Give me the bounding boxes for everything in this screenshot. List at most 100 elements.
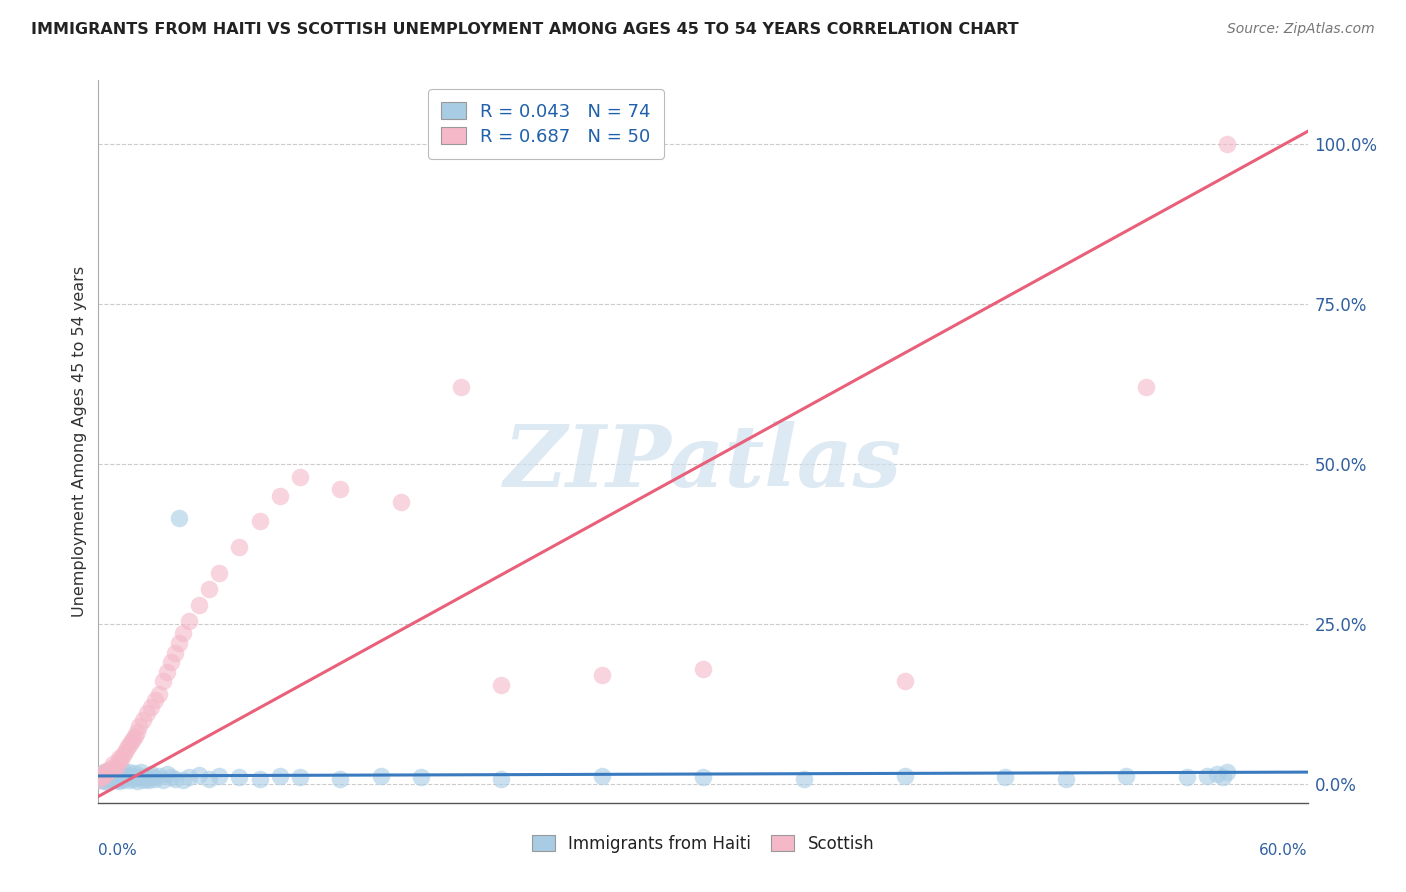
Point — [228, 540, 250, 554]
Point — [249, 515, 271, 529]
Point — [124, 729, 146, 743]
Point — [114, 745, 136, 759]
Point — [103, 770, 125, 784]
Point — [101, 757, 124, 772]
Point — [1175, 770, 1198, 784]
Point — [491, 677, 513, 691]
Point — [288, 469, 311, 483]
Point — [120, 769, 142, 783]
Text: 60.0%: 60.0% — [1260, 843, 1308, 857]
Point — [105, 772, 128, 787]
Point — [93, 769, 115, 783]
Point — [107, 774, 129, 789]
Y-axis label: Unemployment Among Ages 45 to 54 years: Unemployment Among Ages 45 to 54 years — [72, 266, 87, 617]
Point — [172, 772, 194, 787]
Point — [97, 769, 120, 783]
Point — [111, 764, 134, 778]
Point — [1216, 137, 1239, 152]
Point — [208, 566, 231, 580]
Point — [1212, 770, 1234, 784]
Point — [135, 706, 157, 721]
Point — [591, 668, 613, 682]
Point — [111, 747, 134, 762]
Point — [167, 636, 190, 650]
Point — [994, 770, 1017, 784]
Point — [100, 772, 122, 786]
Point — [188, 598, 211, 612]
Point — [125, 725, 148, 739]
Point — [591, 769, 613, 783]
Point — [107, 754, 129, 768]
Point — [269, 769, 291, 783]
Text: IMMIGRANTS FROM HAITI VS SCOTTISH UNEMPLOYMENT AMONG AGES 45 TO 54 YEARS CORRELA: IMMIGRANTS FROM HAITI VS SCOTTISH UNEMPL… — [31, 22, 1018, 37]
Point — [121, 772, 143, 786]
Point — [105, 758, 128, 772]
Point — [89, 770, 111, 784]
Point — [100, 761, 122, 775]
Point — [96, 770, 118, 784]
Point — [132, 772, 155, 787]
Point — [450, 380, 472, 394]
Point — [198, 772, 221, 786]
Point — [107, 751, 129, 765]
Point — [97, 765, 120, 780]
Point — [793, 772, 815, 786]
Text: ZIPatlas: ZIPatlas — [503, 421, 903, 505]
Point — [143, 693, 166, 707]
Point — [409, 770, 432, 784]
Point — [114, 767, 136, 781]
Point — [179, 770, 201, 784]
Point — [100, 766, 122, 780]
Point — [89, 772, 111, 786]
Point — [249, 772, 271, 786]
Text: Source: ZipAtlas.com: Source: ZipAtlas.com — [1227, 22, 1375, 37]
Point — [96, 772, 118, 786]
Point — [89, 769, 111, 783]
Point — [97, 774, 120, 789]
Point — [491, 772, 513, 786]
Point — [110, 769, 132, 783]
Point — [115, 770, 138, 784]
Legend: Immigrants from Haiti, Scottish: Immigrants from Haiti, Scottish — [524, 828, 882, 860]
Point — [329, 772, 352, 786]
Point — [1206, 767, 1229, 781]
Point — [134, 769, 156, 783]
Point — [142, 770, 165, 784]
Point — [389, 495, 412, 509]
Point — [87, 773, 110, 788]
Point — [1135, 380, 1157, 394]
Point — [118, 765, 141, 780]
Point — [163, 772, 186, 786]
Point — [138, 773, 160, 788]
Point — [101, 763, 124, 777]
Point — [110, 772, 132, 786]
Point — [148, 769, 170, 783]
Point — [87, 773, 110, 788]
Point — [152, 674, 174, 689]
Point — [288, 770, 311, 784]
Point — [103, 767, 125, 781]
Point — [118, 772, 141, 787]
Point — [198, 582, 221, 596]
Point — [893, 674, 915, 689]
Point — [103, 761, 125, 775]
Point — [163, 646, 186, 660]
Point — [135, 772, 157, 786]
Point — [96, 764, 118, 778]
Point — [111, 773, 134, 788]
Point — [143, 772, 166, 786]
Point — [121, 731, 143, 746]
Point — [93, 774, 115, 789]
Point — [128, 770, 150, 784]
Point — [370, 769, 392, 783]
Point — [1216, 765, 1239, 780]
Point — [132, 713, 155, 727]
Point — [110, 752, 132, 766]
Point — [129, 765, 152, 780]
Point — [179, 614, 201, 628]
Point — [124, 766, 146, 780]
Point — [156, 767, 179, 781]
Point — [118, 738, 141, 752]
Point — [156, 665, 179, 679]
Point — [107, 766, 129, 780]
